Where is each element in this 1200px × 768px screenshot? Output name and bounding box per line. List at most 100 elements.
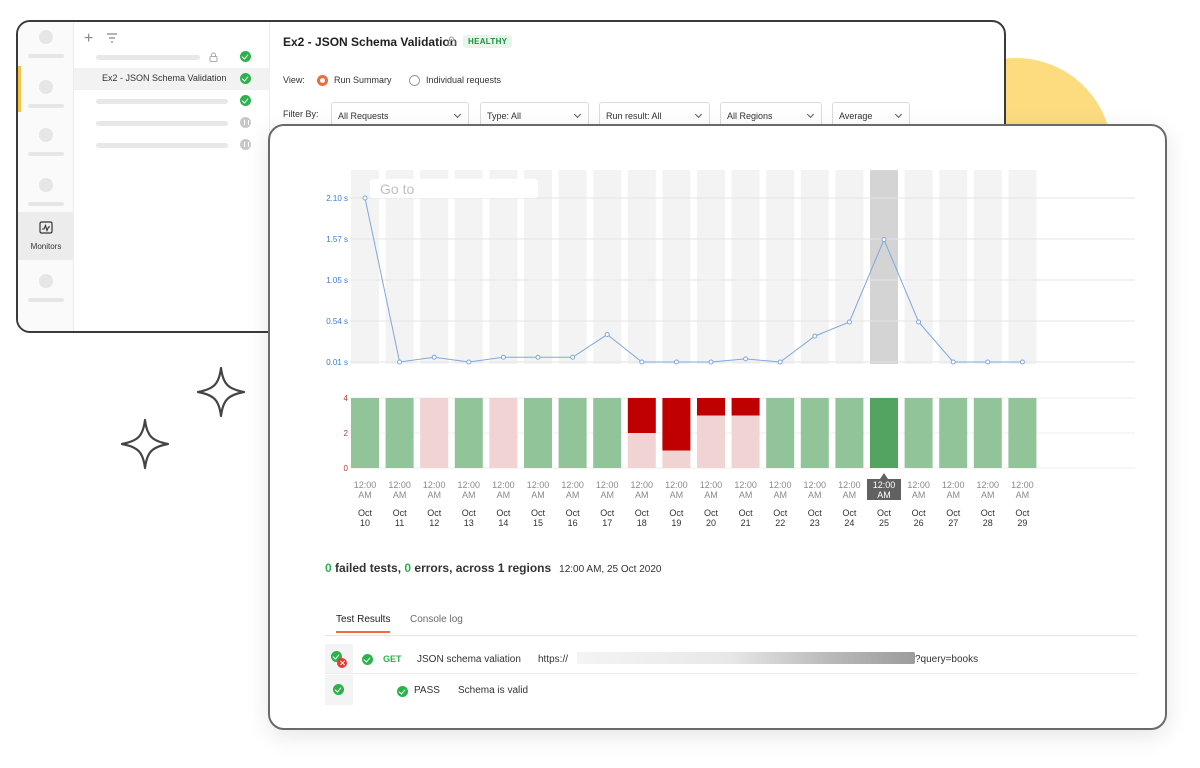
x-date-label: Oct — [496, 508, 511, 518]
requests-filter-select[interactable]: All Requests — [331, 102, 469, 128]
x-time-label: 12:00 — [907, 480, 930, 490]
list-toolbar: + — [84, 30, 117, 48]
sidebar-rail: Monitors — [18, 22, 74, 331]
x-date-label: Oct — [462, 508, 477, 518]
run-result-bar — [731, 415, 760, 468]
y-tick-label: 0.01 s — [326, 358, 348, 367]
x-time-label: AM — [531, 490, 545, 500]
x-date-label: Oct — [566, 508, 581, 518]
status-paused-icon — [240, 117, 251, 128]
list-item[interactable] — [74, 90, 270, 112]
rail-item[interactable] — [18, 170, 74, 218]
rail-item-monitors[interactable]: Monitors — [18, 212, 74, 260]
chart-column-bg — [627, 170, 656, 364]
x-time-label: AM — [427, 490, 441, 500]
chart-column-bg — [731, 170, 760, 364]
x-time-label: AM — [635, 490, 649, 500]
run-result-bar — [939, 398, 968, 468]
request-result-row[interactable]: GET JSON schema valiation https:// ?quer… — [325, 644, 1137, 674]
x-date-label: 26 — [914, 518, 924, 528]
filter-icon[interactable] — [106, 32, 118, 44]
x-time-label: AM — [912, 490, 926, 500]
rail-item[interactable] — [18, 72, 74, 120]
rail-item[interactable] — [18, 120, 74, 168]
x-time-label: AM — [704, 490, 718, 500]
response-time-point — [881, 237, 887, 243]
response-time-point — [1019, 359, 1025, 365]
run-result-filter-select[interactable]: Run result: All — [599, 102, 710, 128]
go-to-placeholder: Go to — [380, 181, 414, 197]
list-item[interactable] — [74, 134, 270, 156]
x-date-label: Oct — [669, 508, 684, 518]
select-value: Run result: All — [606, 111, 662, 121]
chart-column-bg — [385, 170, 414, 364]
status-success-icon — [240, 95, 251, 106]
run-result-bar — [627, 433, 656, 468]
radio-run-summary-label[interactable]: Run Summary — [334, 75, 392, 85]
monitor-icon — [39, 221, 53, 234]
regions-filter-select[interactable]: All Regions — [720, 102, 822, 128]
test-result-row[interactable]: PASS Schema is valid — [325, 675, 1137, 705]
x-date-label: 21 — [741, 518, 751, 528]
response-time-point — [604, 332, 610, 338]
check-circle-icon — [362, 654, 373, 665]
x-date-label: 14 — [498, 518, 508, 528]
response-time-point — [916, 319, 922, 325]
radio-run-summary[interactable] — [317, 75, 328, 86]
chart-column-bg — [593, 170, 622, 364]
radio-individual-requests[interactable] — [409, 75, 420, 86]
request-url-query: ?query=books — [915, 654, 979, 665]
run-result-bar — [800, 398, 829, 468]
lock-icon — [447, 36, 456, 46]
x-time-label: AM — [946, 490, 960, 500]
y-tick-label: 1.57 s — [326, 235, 348, 244]
x-date-label: 16 — [568, 518, 578, 528]
errors-label: errors, across 1 regions — [411, 561, 552, 575]
response-time-point — [846, 319, 852, 325]
x-date-label: Oct — [600, 508, 615, 518]
list-item-selected[interactable]: Ex2 - JSON Schema Validation — [74, 68, 270, 90]
x-date-label: Oct — [739, 508, 754, 518]
list-item[interactable] — [74, 112, 270, 134]
list-item[interactable] — [74, 46, 270, 68]
chart-column-bg — [835, 170, 864, 364]
chart-column-bg — [489, 170, 518, 364]
tab-test-results[interactable]: Test Results — [336, 614, 391, 633]
x-time-label: AM — [739, 490, 753, 500]
x-time-label: AM — [877, 490, 891, 500]
run-result-bar — [697, 398, 725, 416]
chevron-down-icon — [806, 110, 815, 119]
run-result-bar — [1008, 398, 1037, 468]
x-time-label: AM — [462, 490, 476, 500]
x-time-label: 12:00 — [1011, 480, 1034, 490]
x-date-label: Oct — [842, 508, 857, 518]
x-time-label: 12:00 — [423, 480, 446, 490]
run-result-bar — [524, 398, 552, 468]
request-method: GET — [383, 654, 402, 664]
response-time-point — [500, 354, 506, 360]
x-date-label: Oct — [1015, 508, 1030, 518]
select-value: All Requests — [338, 111, 389, 121]
y-tick-label: 0.54 s — [326, 317, 348, 326]
test-status: PASS — [414, 685, 440, 696]
sparkle-icon — [120, 418, 170, 470]
response-time-point — [397, 359, 403, 365]
run-result-bar — [558, 398, 587, 468]
rail-item[interactable] — [18, 266, 74, 314]
x-time-label: 12:00 — [804, 480, 827, 490]
x-date-label: 29 — [1017, 518, 1027, 528]
select-value: All Regions — [727, 111, 773, 121]
x-date-label: Oct — [912, 508, 927, 518]
x-time-label: 12:00 — [942, 480, 965, 490]
rail-item[interactable] — [18, 22, 74, 70]
chart-column-bg — [904, 170, 933, 364]
tab-console-log[interactable]: Console log — [410, 614, 463, 625]
radio-individual-requests-label[interactable]: Individual requests — [426, 75, 502, 85]
test-name: Schema is valid — [458, 685, 529, 696]
row-gutter — [325, 675, 353, 705]
run-summary-chart: 2.10 s1.57 s1.05 s0.54 s0.01 sGo to42012… — [326, 170, 1135, 528]
x-date-label: 17 — [602, 518, 612, 528]
add-icon[interactable]: + — [84, 30, 94, 47]
x-time-label: 12:00 — [769, 480, 792, 490]
x-date-label: 15 — [533, 518, 543, 528]
